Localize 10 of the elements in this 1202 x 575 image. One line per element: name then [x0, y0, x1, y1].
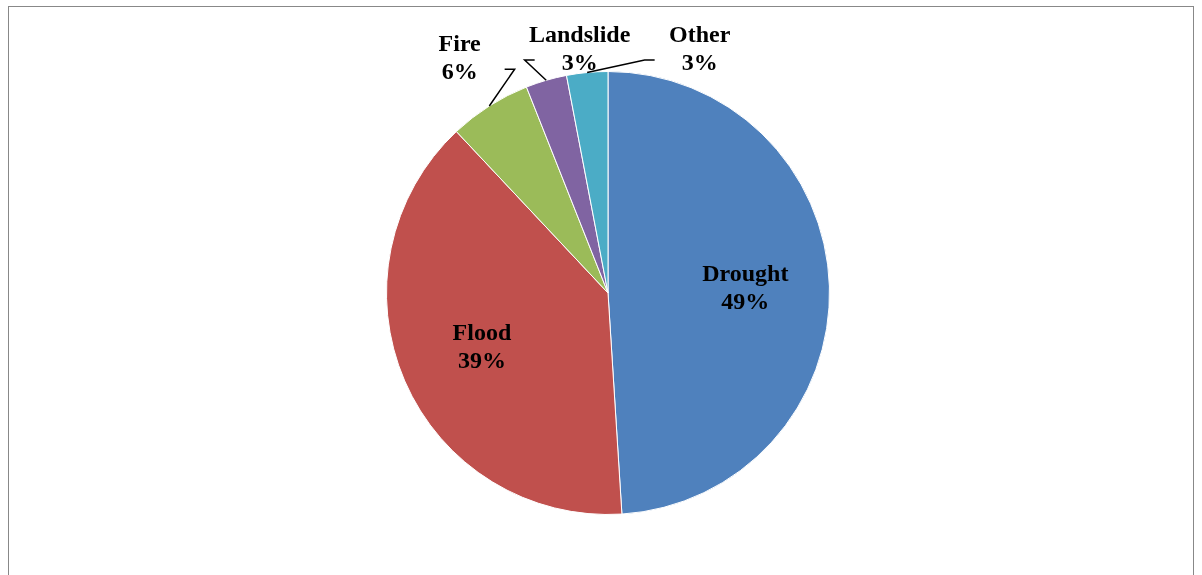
data-label: 3%	[561, 49, 598, 76]
data-label: 6%	[441, 58, 478, 85]
slice-label: Other	[668, 21, 731, 48]
slice-label: Drought	[702, 259, 789, 286]
slice-label: Flood	[452, 318, 512, 345]
slice-label: Fire	[438, 30, 482, 57]
data-label: 39%	[457, 346, 506, 373]
slice-label: Landslide	[528, 21, 631, 48]
data-label: 49%	[721, 287, 770, 314]
data-label: 3%	[681, 49, 718, 76]
